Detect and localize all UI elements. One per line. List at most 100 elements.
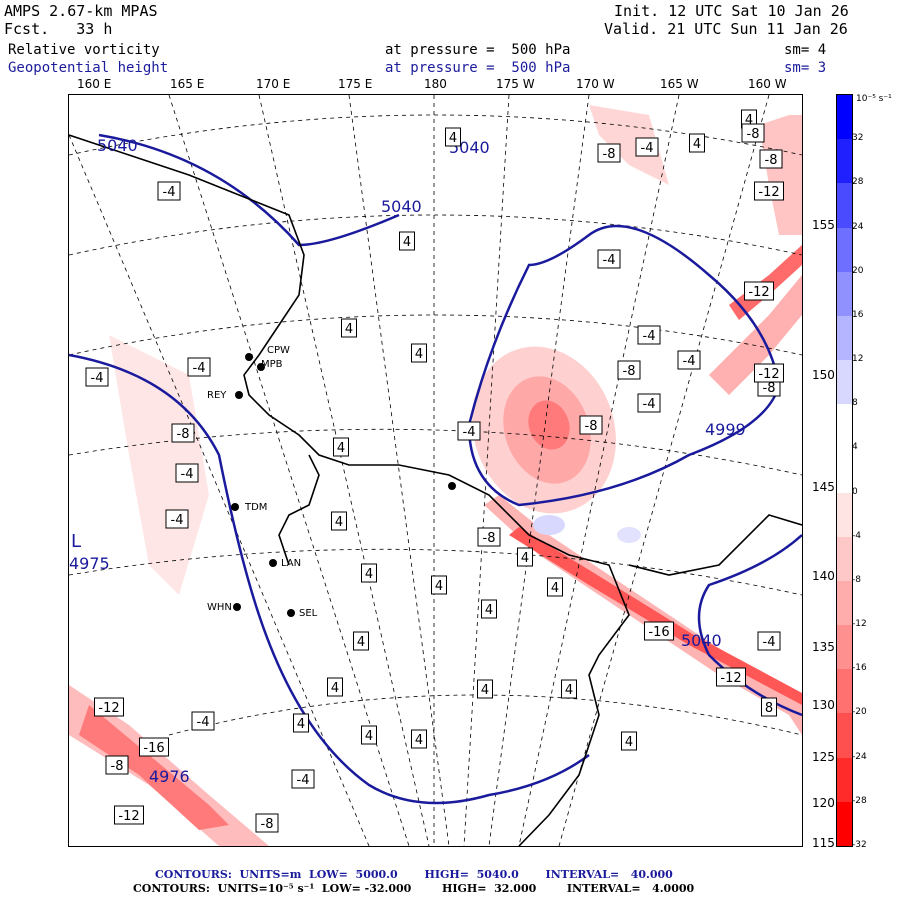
vorticity-label-box — [457, 421, 481, 441]
vorticity-label: -4 — [163, 185, 176, 200]
vorticity-label-box — [291, 769, 315, 789]
station-dot-cpw — [245, 353, 253, 361]
vorticity-label-box — [635, 137, 659, 157]
vorticity-label: -8 — [111, 759, 124, 774]
vorticity-label-box — [333, 437, 349, 457]
vorticity-label-box — [637, 325, 661, 345]
station-label: TDM — [244, 502, 267, 513]
vorticity-label: -8 — [603, 147, 616, 162]
coastline — [69, 134, 802, 846]
station-dot-mpb — [257, 363, 265, 371]
colorbar-swatch — [837, 625, 852, 670]
vorticity-label: 4 — [403, 235, 411, 250]
vorticity-label: 4 — [435, 579, 443, 594]
station-dot-unlabeled — [448, 482, 456, 490]
vorticity-label: -4 — [193, 361, 206, 376]
vorticity-label: 4 — [485, 603, 493, 618]
map-graphics: CPW MPB REY TDM LAN WHN SEL 5040 5040 50… — [69, 95, 802, 846]
vorticity-label-box — [579, 415, 603, 435]
lon-label: 160 E — [77, 77, 112, 91]
colorbar-swatch — [837, 580, 852, 626]
vorticity-label-box — [399, 231, 415, 251]
init-time: Init. 12 UTC Sat 10 Jan 26 — [614, 2, 849, 20]
vorticity-label-box — [517, 547, 533, 567]
vorticity-label-box — [353, 631, 369, 651]
vorticity-label-box — [597, 249, 621, 269]
vorticity-label: -4 — [603, 253, 616, 268]
colorbar-swatch — [837, 404, 852, 449]
colorbar-swatch — [837, 183, 852, 229]
colorbar-swatch — [837, 669, 852, 714]
vorticity-label-box — [637, 393, 661, 413]
colorbar-unit: 10⁻⁵ s⁻¹ — [856, 94, 892, 104]
colorbar-swatch — [837, 271, 852, 317]
lon-label: 165 E — [170, 77, 205, 91]
vorticity-labels: 4 4 4 4 4 4 4 4 4 4 4 4 4 4 4 4 4 4 4 4 4 -4 -4 -4 -4 -4 -4 -4 -4 -4 -… — [85, 109, 784, 833]
lon-label: 170 W — [576, 77, 615, 91]
field1-smooth: sm= 4 — [784, 42, 827, 58]
vorticity-label-box — [157, 181, 181, 201]
colorbar-tick-label: -8 — [852, 574, 861, 585]
vorticity-label: 4 — [551, 581, 559, 596]
colorbar — [836, 94, 853, 847]
vorticity-label: -4 — [643, 397, 656, 412]
station-label: REY — [207, 390, 227, 401]
vorticity-label-box — [716, 667, 746, 687]
vorticity-label-box — [331, 511, 347, 531]
vorticity-label-box — [761, 697, 777, 717]
colorbar-tick-label: -28 — [852, 795, 867, 806]
station-dot-tdm — [231, 503, 239, 511]
lon-label: 175 W — [496, 77, 535, 91]
colorbar-tick-label: 0 — [852, 486, 858, 497]
colorbar-swatch — [837, 536, 852, 582]
vorticity-label-box — [85, 367, 109, 387]
vorticity-label: 4 — [365, 729, 373, 744]
vorticity-label-box — [477, 527, 501, 547]
vorticity-label-box — [741, 123, 765, 143]
vorticity-label: 4 — [357, 635, 365, 650]
vorticity-label: -8 — [763, 381, 776, 396]
vorticity-label: 4 — [415, 733, 423, 748]
vorticity-label: -12 — [720, 671, 741, 686]
vorticity-label-box — [621, 731, 637, 751]
vorticity-label: -12 — [758, 185, 779, 200]
map-panel: CPW MPB REY TDM LAN WHN SEL 5040 5040 50… — [68, 94, 803, 847]
station-label: WHN — [207, 602, 232, 613]
vorticity-label-box — [744, 281, 774, 301]
vorticity-label: -8 — [623, 364, 636, 379]
station-dot-sel — [287, 609, 295, 617]
vorticity-label: -4 — [643, 329, 656, 344]
vorticity-shading — [69, 105, 802, 846]
colorbar-tick-label: 16 — [852, 309, 864, 320]
vorticity-label-box — [561, 679, 577, 699]
height-label: 5040 — [681, 631, 722, 650]
vorticity-label: 4 — [449, 131, 457, 146]
vorticity-label: 4 — [331, 681, 339, 696]
colorbar-swatch — [837, 360, 852, 405]
colorbar-swatch — [837, 801, 852, 847]
field2-name: Geopotential height — [8, 60, 169, 76]
vorticity-label-box — [754, 181, 784, 201]
field1-level: at pressure = 500 hPa — [385, 42, 571, 58]
colorbar-swatch — [837, 227, 852, 273]
vorticity-label-box — [165, 509, 189, 529]
height-label: 5040 — [381, 197, 422, 216]
vorticity-label: -8 — [747, 127, 760, 142]
vorticity-label: -16 — [143, 741, 164, 756]
height-label: 5040 — [97, 136, 138, 155]
vorticity-label-box — [759, 149, 783, 169]
station-label: CPW — [267, 345, 290, 356]
vorticity-label: -4 — [197, 715, 210, 730]
vorticity-label-box — [175, 463, 199, 483]
vorticity-label-box — [139, 737, 169, 757]
vorticity-label: 4 — [565, 683, 573, 698]
vorticity-label: -4 — [763, 635, 776, 650]
vorticity-label-box — [361, 563, 377, 583]
colorbar-tick-label: 28 — [852, 177, 864, 188]
valid-time: Valid. 21 UTC Sun 11 Jan 26 — [604, 20, 848, 38]
model-title: AMPS 2.67-km MPAS — [4, 2, 158, 20]
colorbar-tick-label: 20 — [852, 265, 864, 276]
colorbar-swatch — [837, 713, 852, 759]
vorticity-label: 4 — [335, 515, 343, 530]
colorbar-tick-label: -4 — [852, 530, 861, 541]
